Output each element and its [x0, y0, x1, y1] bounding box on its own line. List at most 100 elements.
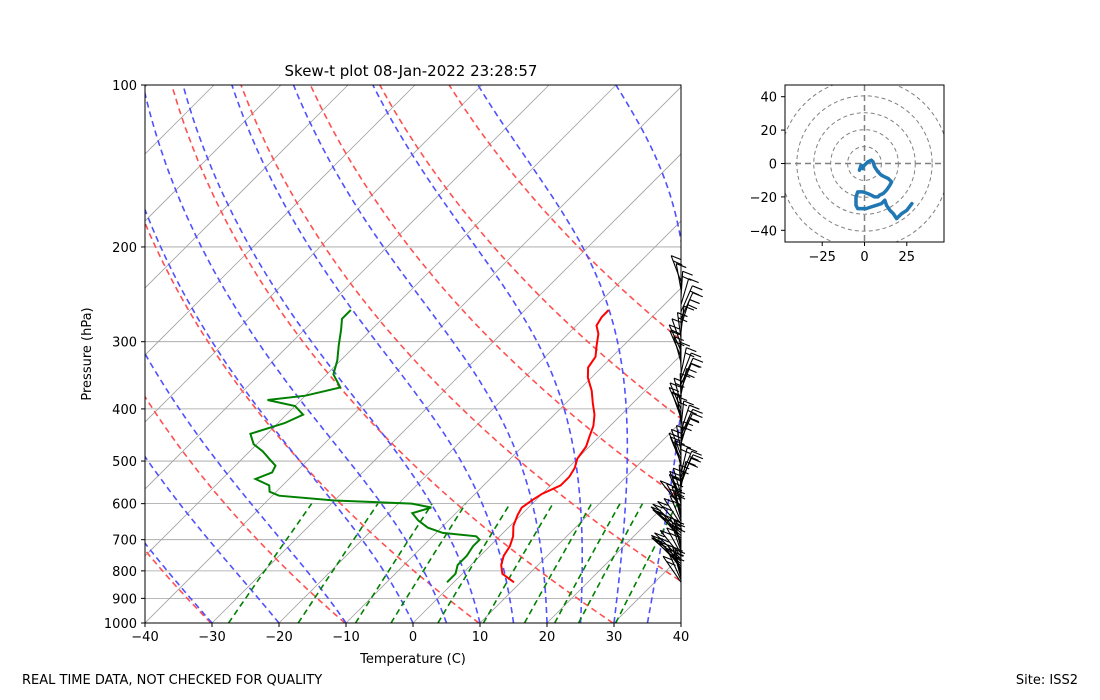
wind-barb — [659, 480, 682, 508]
x-tick-label: −30 — [198, 630, 225, 645]
x-tick-label: −10 — [332, 630, 359, 645]
wind-barb — [669, 330, 682, 357]
wind-barbs — [650, 255, 704, 583]
x-tick-label: 10 — [472, 630, 489, 645]
x-tick-label: −20 — [265, 630, 292, 645]
wind-barb — [659, 529, 682, 557]
wind-barb — [680, 357, 704, 385]
isotherm-line — [145, 85, 617, 557]
skewed-isotherm-lines — [0, 85, 681, 623]
hodograph-x-tick-label: 0 — [860, 250, 868, 265]
y-tick-label: 1000 — [104, 617, 137, 632]
wind-barb — [680, 404, 700, 432]
isotherm-line — [412, 354, 681, 623]
hodograph-y-tick-label: −40 — [750, 224, 777, 239]
wind-barb — [668, 387, 682, 414]
isotherm-line — [211, 153, 681, 623]
wind-barb — [671, 318, 683, 345]
temperature-profile-line — [500, 309, 610, 584]
wind-barb — [670, 255, 683, 282]
moist-adiabat — [182, 85, 481, 623]
hodograph-y-tick-label: 0 — [769, 158, 777, 173]
mixing-ratio-line — [227, 503, 313, 623]
skewt-panel: Skew-t plot 08-Jan-2022 23:28:57 −40 −30−… — [0, 62, 704, 667]
y-tick-label: 500 — [112, 455, 137, 470]
y-tick-label: 200 — [112, 241, 137, 256]
isotherm-line — [546, 488, 681, 623]
y-tick-label: 300 — [112, 336, 137, 351]
y-tick-label: 800 — [112, 565, 137, 580]
wind-barb — [680, 352, 702, 380]
hodograph-y-tick-label: 20 — [760, 124, 777, 139]
site-label: Site: ISS2 — [1015, 673, 1078, 688]
skewt-y-axis-label: Pressure (hPa) — [80, 307, 95, 400]
wind-barb — [652, 503, 682, 531]
hodograph-wind-trace — [854, 158, 914, 221]
y-tick-label: 100 — [112, 79, 137, 94]
hodograph-y-tick-label: 40 — [760, 91, 777, 106]
dry-adiabat — [448, 85, 681, 342]
wind-barb — [680, 454, 704, 481]
wind-barb — [675, 424, 687, 452]
moist-adiabat — [145, 541, 213, 623]
x-tick-label: 20 — [539, 630, 556, 645]
hodograph-y-tick-label: −20 — [750, 191, 777, 206]
moist-adiabat — [145, 89, 448, 623]
mixing-ratio-line — [297, 503, 379, 623]
dry-adiabat — [170, 85, 614, 623]
mixing-ratio-line — [390, 503, 467, 623]
dry-adiabat — [240, 85, 681, 583]
dewpoint-profile-line — [249, 309, 482, 584]
mixing-ratio-lines — [227, 503, 679, 623]
wind-barb — [654, 532, 682, 560]
isotherm-line — [145, 85, 483, 423]
x-tick-label: 40 — [673, 630, 690, 645]
wind-barb — [680, 447, 698, 474]
wind-barb — [680, 408, 703, 436]
y-tick-label: 900 — [112, 592, 137, 607]
moist-adiabat — [477, 85, 629, 623]
hodograph-panel: −25 0 25 40 20 0 −20 −40 — [750, 84, 945, 265]
hodograph-x-tick-label: −25 — [808, 250, 835, 265]
mixing-ratio-line — [437, 503, 511, 623]
y-tick-label: 700 — [112, 534, 137, 549]
wind-barb — [680, 347, 697, 374]
moist-adiabat — [145, 455, 280, 623]
wind-barb — [657, 500, 682, 528]
isotherm-line — [145, 86, 681, 623]
dry-adiabat-lines — [145, 85, 681, 623]
moist-adiabat — [292, 85, 548, 623]
isotherm-line — [680, 622, 681, 623]
wind-barb — [680, 278, 699, 305]
x-tick-label: 0 — [409, 630, 417, 645]
isotherm-line — [145, 85, 215, 155]
isotherm-line — [479, 421, 681, 623]
wind-barb — [680, 450, 702, 478]
dry-adiabat — [379, 85, 681, 420]
data-quality-disclaimer: REAL TIME DATA, NOT CHECKED FOR QUALITY — [22, 673, 323, 688]
isotherm-line — [278, 220, 681, 623]
skewt-x-axis-label: Temperature (C) — [359, 652, 466, 667]
moist-adiabat — [615, 85, 681, 623]
skewt-title: Skew-t plot 08-Jan-2022 23:28:57 — [285, 62, 538, 80]
y-tick-label: 600 — [112, 498, 137, 513]
wind-barb — [669, 382, 682, 410]
isotherm-line — [145, 85, 416, 356]
isotherm-line — [0, 85, 13, 623]
y-tick-label: 400 — [112, 403, 137, 418]
dry-adiabat — [309, 85, 681, 500]
x-tick-label: 30 — [606, 630, 623, 645]
moist-adiabat — [231, 85, 515, 623]
skewt-y-axis: 100 200 300 400 500 600 700 800 900 1000 — [104, 79, 145, 632]
isotherm-line — [345, 287, 681, 623]
wind-barb — [680, 285, 703, 313]
moist-adiabat-lines — [145, 85, 681, 623]
isotherm-line — [145, 85, 550, 490]
dry-adiabat — [145, 548, 212, 623]
mixing-ratio-line — [354, 503, 433, 623]
moist-adiabat — [145, 207, 414, 623]
isotherm-line — [0, 85, 80, 623]
hodograph-x-tick-label: 25 — [899, 250, 916, 265]
wind-barb — [680, 413, 703, 440]
